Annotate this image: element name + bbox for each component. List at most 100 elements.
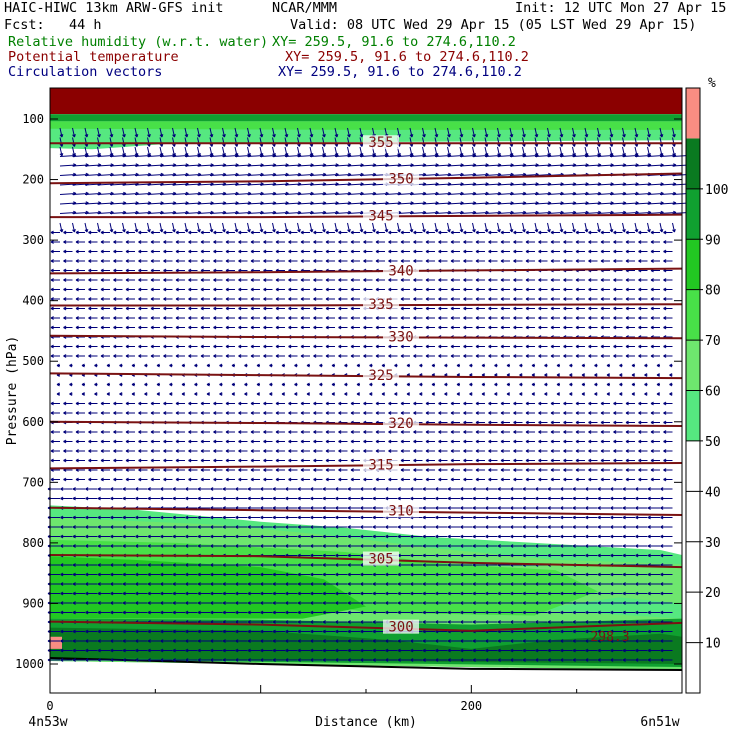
wind-vector [622, 127, 625, 138]
wind-vector [147, 164, 164, 167]
wind-vector-head [463, 344, 467, 349]
wind-vector [509, 183, 527, 186]
wind-vector-head [475, 259, 479, 263]
wind-vector-head [638, 344, 642, 349]
wind-vector-head [100, 297, 104, 301]
wind-vector [359, 155, 377, 157]
wind-vector [409, 164, 427, 167]
wind-vector [72, 183, 89, 186]
wind-vector-head [169, 363, 173, 368]
wind-vector-head [475, 344, 479, 349]
wind-vector-head [438, 278, 442, 282]
wind-vector-head [147, 228, 151, 233]
wind-vector-head [97, 133, 101, 138]
wind-vector [459, 212, 477, 214]
wind-vector-head [250, 325, 254, 330]
wind-vector [572, 193, 589, 195]
wind-vector [97, 174, 114, 176]
wind-vector-head [625, 325, 629, 330]
wind-vector-head [488, 287, 492, 292]
wind-vector-head [563, 325, 567, 330]
wind-vector-head [588, 354, 592, 358]
wind-vector [272, 193, 289, 195]
wind-vector [247, 164, 264, 167]
wind-vector-head [425, 316, 429, 320]
wind-vector-head [506, 363, 510, 368]
wind-vector [634, 222, 638, 233]
wind-vector-head [663, 325, 667, 330]
wind-vector-head [672, 133, 676, 138]
wind-vector-head [550, 249, 554, 254]
wind-vector-head [250, 316, 254, 320]
wind-vector-head [156, 382, 160, 387]
wind-vector [234, 183, 252, 186]
wind-vector [484, 212, 502, 214]
wind-vector-head [113, 306, 117, 311]
field2-xy: XY= 259.5, 91.6 to 274.6,110.2 [285, 49, 529, 65]
wind-vector [184, 183, 202, 186]
wind-vector [434, 127, 438, 138]
wind-vector [634, 127, 638, 138]
wind-vector-head [600, 297, 604, 301]
wind-vector-head [609, 133, 614, 138]
wind-vector-head [288, 278, 292, 282]
wind-vector-head [150, 344, 154, 349]
wind-vector-head [359, 228, 364, 233]
wind-vector-head [275, 249, 279, 254]
wind-vector-head [125, 249, 129, 254]
wind-vector [84, 137, 88, 147]
wind-vector-head [197, 228, 201, 233]
wind-vector-head [369, 382, 373, 387]
wind-vector [547, 155, 564, 157]
wind-vector-head [172, 228, 176, 233]
wind-vector [59, 174, 77, 176]
wind-vector-head [206, 382, 210, 387]
wind-vector-head [438, 306, 442, 311]
wind-vector [584, 202, 602, 205]
wind-vector-head [256, 382, 260, 387]
wind-vector [434, 137, 438, 147]
wind-vector-head [488, 354, 492, 358]
wind-vector-head [525, 230, 529, 235]
wind-vector-head [63, 354, 67, 358]
wind-vector [609, 212, 627, 214]
wind-vector [109, 193, 127, 195]
wind-vector-head [613, 306, 617, 311]
wind-vector-head [613, 325, 617, 330]
wind-vector-head [88, 259, 92, 263]
wind-vector-head [525, 344, 529, 349]
wind-vector-head [200, 316, 204, 320]
wind-vector [159, 202, 177, 205]
wind-vector-head [163, 230, 167, 235]
wind-vector-head [522, 228, 526, 233]
wind-vector-head [125, 297, 129, 301]
wind-vector [109, 174, 127, 176]
wind-vector-head [300, 287, 304, 292]
wind-vector [534, 183, 552, 186]
wind-vector-head [638, 325, 642, 330]
wind-vector-head [413, 316, 417, 320]
wind-vector-head [388, 325, 392, 330]
wind-vector [334, 222, 338, 233]
wind-vector-head [156, 363, 160, 368]
wind-vector-head [438, 297, 442, 301]
wind-vector-head [413, 344, 417, 349]
wind-vector-head [300, 297, 304, 301]
wind-vector-head [188, 230, 192, 235]
wind-vector-head [619, 363, 623, 368]
wind-vector-head [100, 230, 104, 235]
wind-vector-head [125, 344, 129, 349]
wind-vector [572, 155, 589, 157]
wind-vector-head [550, 230, 554, 235]
wind-vector-head [350, 230, 354, 235]
wind-vector [59, 164, 77, 167]
wind-vector [484, 137, 488, 147]
wind-vector-head [100, 259, 104, 263]
wind-vector [284, 127, 288, 138]
wind-vector-head [525, 306, 529, 311]
wind-vector [209, 174, 227, 176]
wind-vector [284, 202, 302, 205]
wind-vector-head [563, 306, 567, 311]
wind-vector [372, 193, 389, 195]
